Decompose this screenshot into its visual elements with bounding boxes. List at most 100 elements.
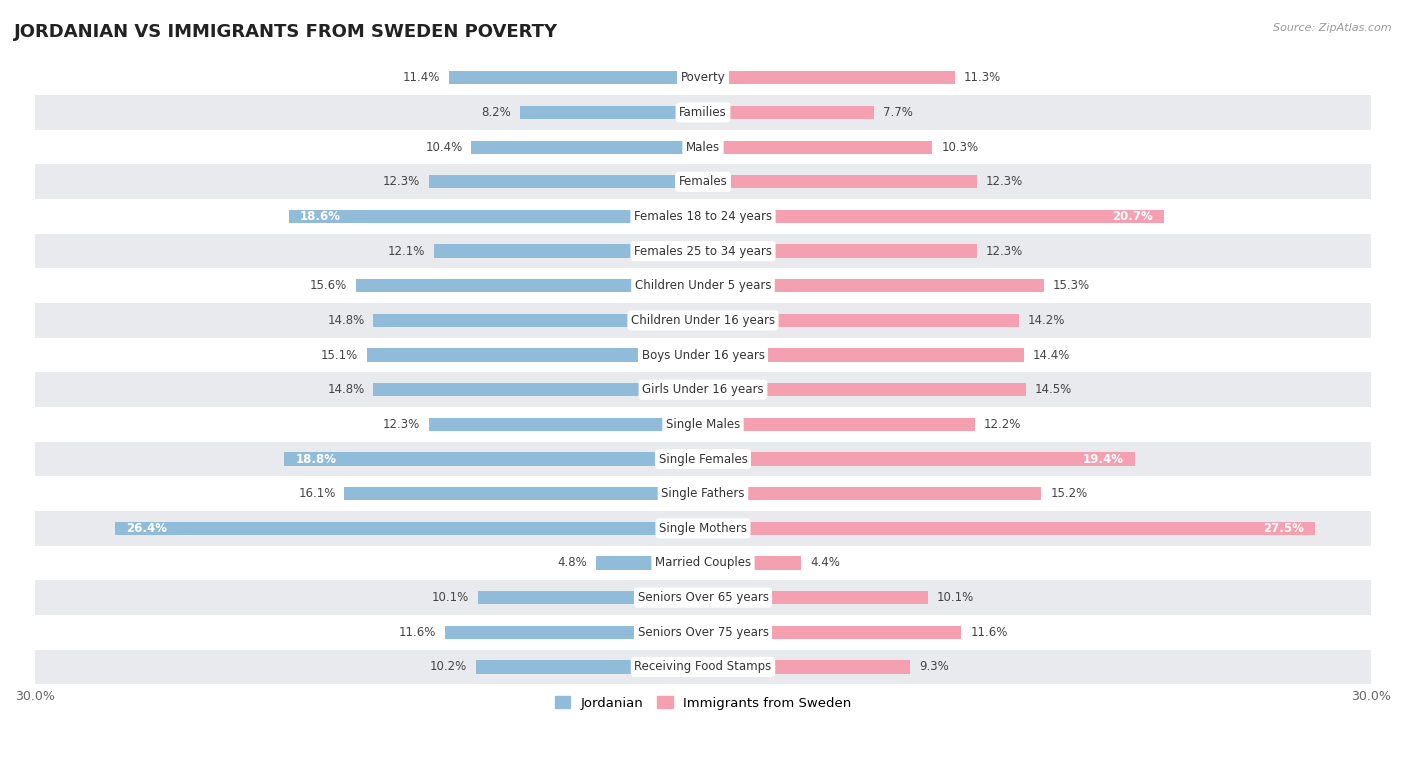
Text: Females: Females	[679, 175, 727, 188]
Bar	[35, 233, 1371, 268]
Text: 10.2%: 10.2%	[430, 660, 467, 673]
Text: Males: Males	[686, 141, 720, 154]
Bar	[284, 453, 703, 465]
Bar	[703, 522, 1316, 535]
Text: 15.2%: 15.2%	[1050, 487, 1088, 500]
Bar	[703, 71, 955, 84]
Text: 12.3%: 12.3%	[382, 418, 420, 431]
Bar	[703, 349, 1024, 362]
Text: 10.1%: 10.1%	[936, 591, 974, 604]
Legend: Jordanian, Immigrants from Sweden: Jordanian, Immigrants from Sweden	[550, 691, 856, 715]
Bar	[433, 245, 703, 258]
Text: Married Couples: Married Couples	[655, 556, 751, 569]
Text: 10.1%: 10.1%	[432, 591, 470, 604]
Bar	[344, 487, 703, 500]
Text: JORDANIAN VS IMMIGRANTS FROM SWEDEN POVERTY: JORDANIAN VS IMMIGRANTS FROM SWEDEN POVE…	[14, 23, 558, 41]
Bar	[596, 556, 703, 569]
Bar	[35, 581, 1371, 615]
Text: Single Mothers: Single Mothers	[659, 522, 747, 535]
Bar	[703, 383, 1026, 396]
Text: Boys Under 16 years: Boys Under 16 years	[641, 349, 765, 362]
Text: 14.2%: 14.2%	[1028, 314, 1066, 327]
Text: Families: Families	[679, 106, 727, 119]
Bar	[703, 556, 801, 569]
Bar	[703, 140, 932, 154]
Bar	[429, 418, 703, 431]
Bar	[471, 140, 703, 154]
Text: 27.5%: 27.5%	[1264, 522, 1305, 535]
Bar	[703, 418, 974, 431]
Text: 9.3%: 9.3%	[920, 660, 949, 673]
Text: 14.8%: 14.8%	[328, 384, 364, 396]
Text: Children Under 5 years: Children Under 5 years	[634, 279, 772, 293]
Text: 11.4%: 11.4%	[404, 71, 440, 84]
Bar	[35, 615, 1371, 650]
Text: 11.6%: 11.6%	[970, 626, 1008, 639]
Bar	[475, 660, 703, 674]
Bar	[478, 591, 703, 604]
Bar	[35, 130, 1371, 164]
Text: Girls Under 16 years: Girls Under 16 years	[643, 384, 763, 396]
Text: 26.4%: 26.4%	[127, 522, 167, 535]
Text: 16.1%: 16.1%	[298, 487, 336, 500]
Text: 14.8%: 14.8%	[328, 314, 364, 327]
Text: 12.3%: 12.3%	[986, 245, 1024, 258]
Bar	[703, 591, 928, 604]
Bar	[35, 338, 1371, 372]
Text: 10.4%: 10.4%	[425, 141, 463, 154]
Bar	[35, 407, 1371, 442]
Bar	[35, 268, 1371, 303]
Text: 15.3%: 15.3%	[1053, 279, 1090, 293]
Text: 14.4%: 14.4%	[1032, 349, 1070, 362]
Text: Poverty: Poverty	[681, 71, 725, 84]
Bar	[444, 625, 703, 639]
Bar	[703, 210, 1164, 223]
Bar	[35, 61, 1371, 96]
Bar	[35, 199, 1371, 233]
Text: 15.1%: 15.1%	[321, 349, 359, 362]
Text: Receiving Food Stamps: Receiving Food Stamps	[634, 660, 772, 673]
Text: Seniors Over 65 years: Seniors Over 65 years	[637, 591, 769, 604]
Text: Source: ZipAtlas.com: Source: ZipAtlas.com	[1274, 23, 1392, 33]
Bar	[703, 279, 1043, 293]
Bar	[288, 210, 703, 223]
Bar	[115, 522, 703, 535]
Bar	[356, 279, 703, 293]
Bar	[449, 71, 703, 84]
Bar	[703, 106, 875, 119]
Bar	[35, 546, 1371, 581]
Bar	[429, 175, 703, 188]
Text: Children Under 16 years: Children Under 16 years	[631, 314, 775, 327]
Bar	[703, 314, 1019, 327]
Bar	[35, 372, 1371, 407]
Text: 11.3%: 11.3%	[963, 71, 1001, 84]
Bar	[703, 625, 962, 639]
Text: 4.8%: 4.8%	[557, 556, 588, 569]
Bar	[35, 442, 1371, 476]
Text: 11.6%: 11.6%	[398, 626, 436, 639]
Text: Single Females: Single Females	[658, 453, 748, 465]
Bar	[703, 245, 977, 258]
Text: 12.3%: 12.3%	[986, 175, 1024, 188]
Text: 10.3%: 10.3%	[941, 141, 979, 154]
Bar	[35, 164, 1371, 199]
Bar	[367, 349, 703, 362]
Text: 12.2%: 12.2%	[984, 418, 1021, 431]
Text: 12.3%: 12.3%	[382, 175, 420, 188]
Text: 19.4%: 19.4%	[1083, 453, 1123, 465]
Text: Single Fathers: Single Fathers	[661, 487, 745, 500]
Bar	[703, 487, 1042, 500]
Text: 14.5%: 14.5%	[1035, 384, 1071, 396]
Bar	[374, 314, 703, 327]
Bar	[703, 660, 910, 674]
Text: 18.6%: 18.6%	[299, 210, 340, 223]
Bar	[374, 383, 703, 396]
Text: 8.2%: 8.2%	[482, 106, 512, 119]
Bar	[35, 650, 1371, 684]
Text: 20.7%: 20.7%	[1112, 210, 1153, 223]
Bar	[35, 476, 1371, 511]
Bar	[520, 106, 703, 119]
Text: Females 18 to 24 years: Females 18 to 24 years	[634, 210, 772, 223]
Bar	[35, 511, 1371, 546]
Bar	[703, 175, 977, 188]
